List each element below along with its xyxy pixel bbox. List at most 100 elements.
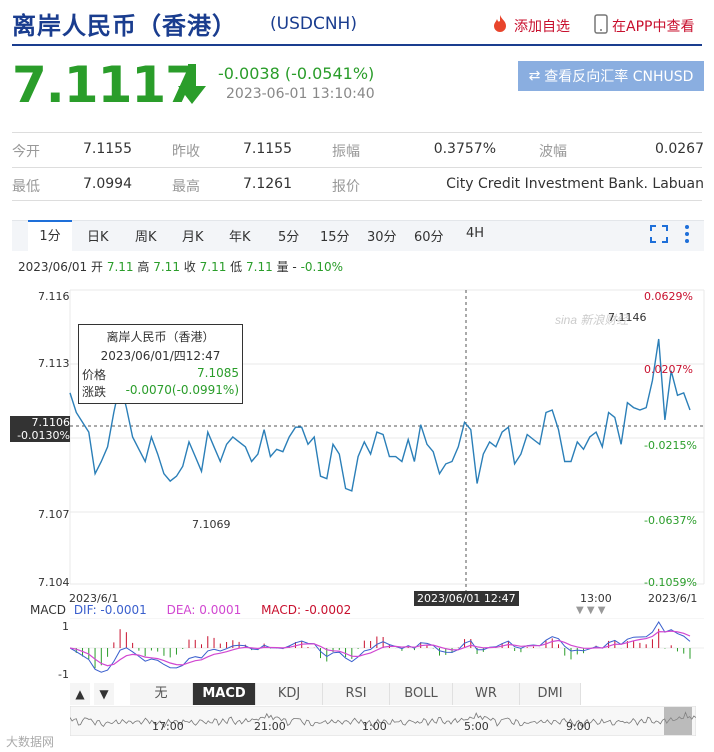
nav-time-label: 1:00 — [362, 720, 387, 733]
high-label: 最高 — [172, 179, 200, 195]
indicator-tab-macd[interactable]: MACD — [193, 683, 256, 705]
low-value: 7.0994 — [83, 176, 132, 192]
y-label: 7.116 — [38, 290, 70, 303]
watermark: sina 新浪财经 — [555, 313, 630, 327]
table-rule — [12, 200, 702, 201]
info-date: 2023/06/01 — [18, 260, 88, 274]
view-in-app-label: 在APP中查看 — [612, 19, 695, 35]
macd-dif: DIF: -0.0001 — [73, 603, 147, 617]
nav-time-label: 9:00 — [566, 720, 591, 733]
macd-y-top: 1 — [62, 620, 69, 633]
current-price: 7.1117 — [12, 56, 200, 114]
tooltip-change-label: 涨跌 — [82, 385, 107, 399]
pct-label: -0.0637% — [644, 514, 697, 527]
nav-time-label: 21:00 — [254, 720, 286, 733]
info-close-label: 收 — [183, 260, 196, 274]
nav-time-label: 5:00 — [464, 720, 489, 733]
footer-watermark: 大数据网 — [6, 735, 55, 749]
crosshair-pct: -0.0130% — [17, 429, 70, 442]
symbol-code: (USDCNH) — [270, 14, 357, 34]
indicator-tab-none[interactable]: 无 — [130, 683, 193, 705]
info-open-label: 开 — [91, 260, 104, 274]
navigator-line — [70, 711, 696, 729]
time-navigator[interactable] — [70, 706, 696, 736]
prev-close-label: 昨收 — [172, 144, 200, 160]
ohlc-info-line: 2023/06/01 开 7.11 高 7.11 收 7.11 低 7.11 量… — [18, 258, 343, 275]
fullscreen-icon[interactable] — [650, 225, 668, 247]
fire-icon — [490, 14, 510, 38]
tooltip-price-label: 价格 — [82, 368, 107, 382]
cursor-time-badge: 2023/06/01 12:47 — [414, 591, 519, 606]
amplitude-label: 振幅 — [332, 144, 360, 160]
info-high: 7.11 — [153, 260, 180, 274]
reverse-rate-button[interactable]: ⇄ 查看反向汇率 CNHUSD — [518, 61, 704, 91]
tab-weekly[interactable]: 周K — [135, 230, 157, 245]
tooltip-change: -0.0070(-0.0991%) — [125, 383, 239, 397]
macd-title: MACD — [30, 603, 66, 617]
indicator-tab-wr[interactable]: WR — [453, 683, 520, 705]
tooltip-title: 离岸人民币（香港） — [106, 330, 215, 344]
x-start-label: 2023/6/1 — [69, 592, 119, 605]
phone-icon — [594, 14, 608, 38]
tab-1min[interactable]: 1分 — [28, 220, 72, 251]
nav-time-label: 17:00 — [152, 720, 184, 733]
x-mid-label: 13:00 — [580, 592, 612, 605]
tab-60min[interactable]: 60分 — [414, 230, 444, 245]
table-rule — [12, 167, 702, 168]
price-change: -0.0038 (-0.0541%) — [218, 64, 375, 83]
macd-y-bottom: -1 — [58, 668, 69, 681]
price-chart[interactable]: sina 新浪财经 — [0, 280, 714, 600]
tooltip: 离岸人民币（香港） 2023/06/01/四12:47 价格 7.1085 涨跌… — [78, 324, 243, 404]
indicator-tab-kdj[interactable]: KDJ — [256, 683, 323, 705]
indicator-tab-dmi[interactable]: DMI — [520, 683, 581, 705]
crosshair-price-badge: 7.1106 -0.0130% — [10, 416, 70, 442]
more-icon[interactable] — [684, 224, 690, 248]
swap-icon: ⇄ — [528, 68, 541, 84]
max-price-label: 7.1146 — [608, 311, 647, 324]
info-vol: - — [292, 260, 297, 274]
macd-value: MACD: -0.0002 — [261, 603, 352, 617]
info-open: 7.11 — [106, 260, 134, 274]
period-tab-bar — [12, 220, 704, 251]
tab-30min[interactable]: 30分 — [367, 230, 397, 245]
y-label: 7.104 — [38, 576, 70, 589]
min-price-label: 7.1069 — [192, 518, 231, 531]
reverse-rate-label: 查看反向汇率 CNHUSD — [544, 69, 694, 85]
add-watchlist-label: 添加自选 — [514, 19, 570, 35]
dif-line — [70, 621, 691, 673]
indicator-tab-boll[interactable]: BOLL — [390, 683, 453, 705]
tab-5min[interactable]: 5分 — [278, 230, 300, 245]
tab-daily[interactable]: 日K — [87, 230, 109, 245]
crosshair-price: 7.1106 — [31, 416, 71, 429]
scroll-up-button[interactable]: ▲ — [70, 683, 90, 705]
y-label: 7.113 — [38, 357, 70, 370]
macd-scroll-arrows[interactable]: ▼ ▼ ▼ — [576, 605, 606, 616]
tab-4h[interactable]: 4H — [466, 226, 485, 241]
macd-dea: DEA: 0.0001 — [166, 603, 242, 617]
scroll-down-button[interactable]: ▼ — [94, 683, 114, 705]
navigator-handle — [664, 707, 692, 735]
add-watchlist-button[interactable]: 添加自选 — [490, 14, 570, 38]
tab-15min[interactable]: 15分 — [320, 230, 350, 245]
tooltip-datetime: 2023/06/01/四12:47 — [100, 349, 221, 363]
tab-monthly[interactable]: 月K — [182, 230, 204, 245]
info-change: -0.10% — [300, 260, 344, 274]
high-value: 7.1261 — [243, 176, 292, 192]
macd-chart — [70, 618, 704, 673]
pct-label: -0.1059% — [644, 576, 697, 589]
wave-value: 0.0267 — [655, 141, 704, 157]
page-title: 离岸人民币（香港） — [12, 12, 237, 40]
macd-legend: MACD DIF: -0.0001 DEA: 0.0001 MACD: -0.0… — [30, 603, 351, 617]
open-label: 今开 — [12, 144, 40, 160]
table-rule — [12, 132, 702, 133]
info-high-label: 高 — [137, 260, 150, 274]
tab-yearly[interactable]: 年K — [229, 230, 251, 245]
dea-line — [70, 630, 691, 667]
wave-label: 波幅 — [539, 144, 567, 160]
info-low-label: 低 — [230, 260, 243, 274]
view-in-app-button[interactable]: 在APP中查看 — [594, 14, 694, 38]
indicator-tab-rsi[interactable]: RSI — [323, 683, 390, 705]
header-divider — [12, 44, 702, 46]
info-vol-label: 量 — [276, 260, 289, 274]
price-series-line — [69, 338, 691, 492]
